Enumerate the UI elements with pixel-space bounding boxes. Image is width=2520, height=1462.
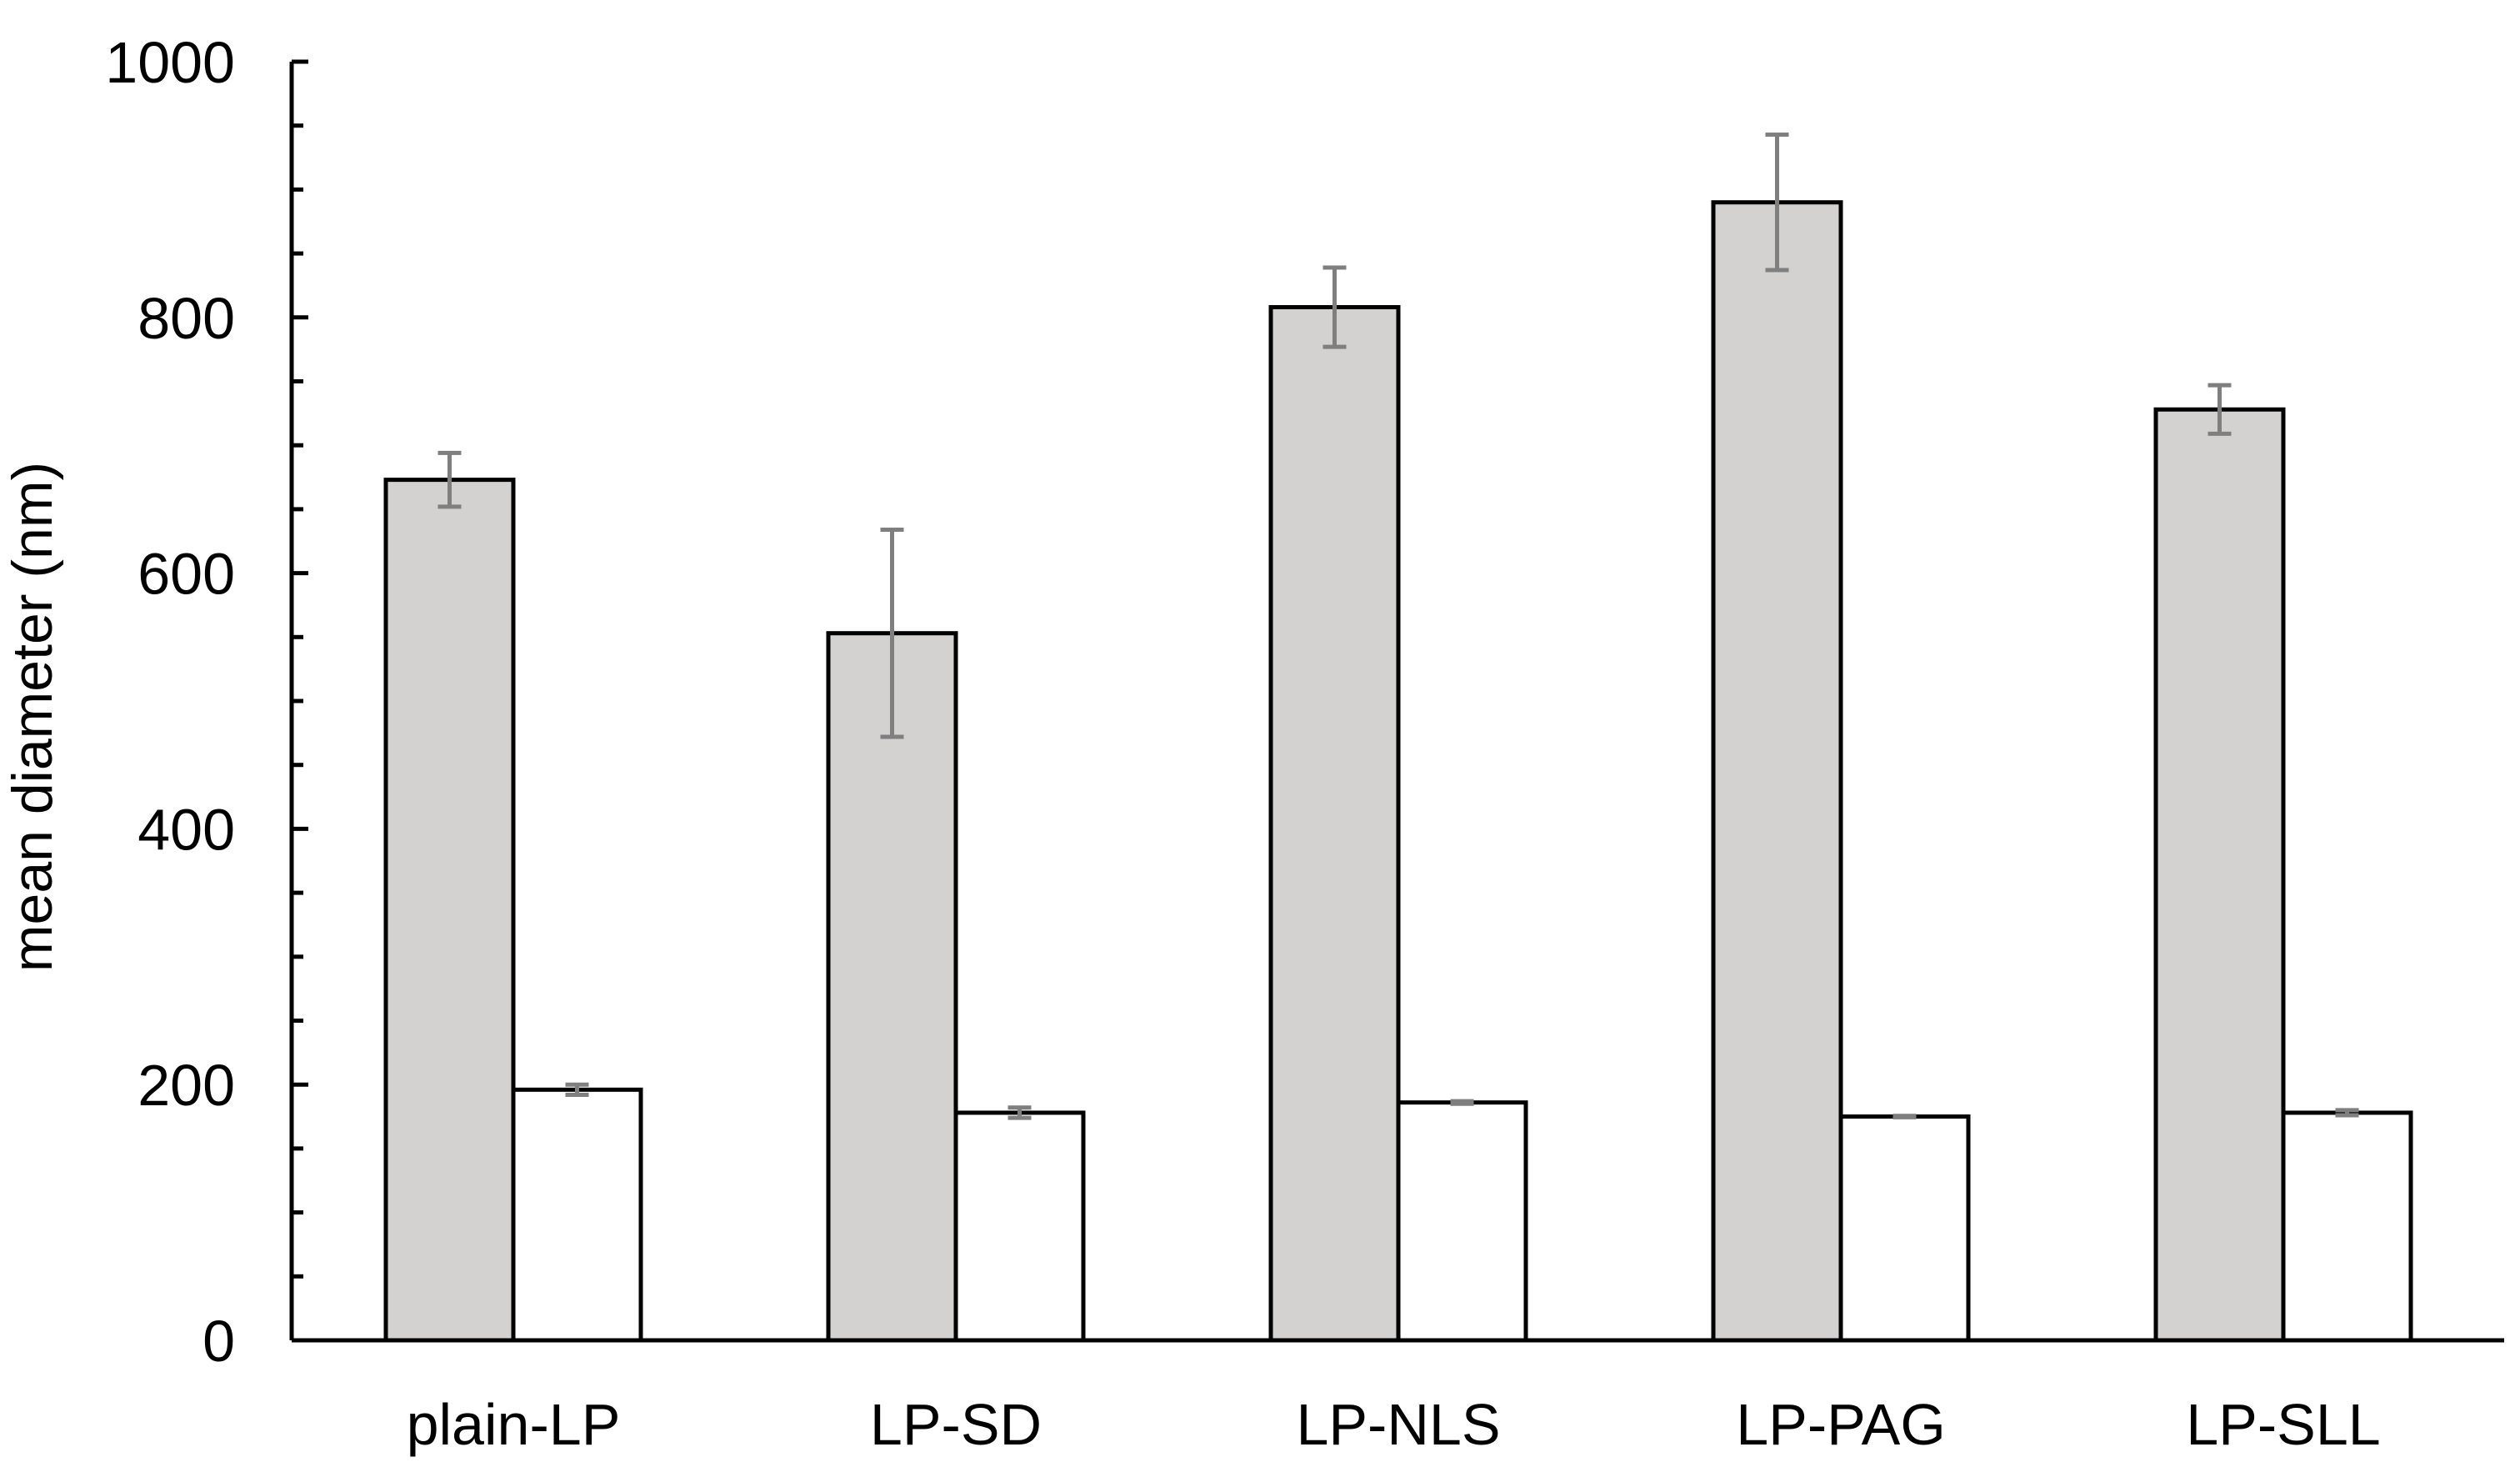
error-bar-series1-lp-sd (880, 527, 904, 739)
x-category-label: LP-NLS (1296, 1392, 1500, 1457)
error-bar-series1-lp-nls (1322, 265, 1347, 349)
y-tick-label: 600 (138, 542, 235, 607)
bar-series2-lp-sll (2281, 1110, 2413, 1343)
y-tick-label: 400 (138, 797, 235, 862)
bar-series2-lp-nls (1396, 1100, 1528, 1343)
y-tick-label: 200 (138, 1053, 235, 1118)
error-bar-series2-lp-pag (1892, 1114, 1917, 1119)
error-bar-series1-lp-sll (2208, 383, 2232, 436)
axes-layer (289, 59, 2504, 1343)
bar-series2-lp-sd (953, 1110, 1086, 1343)
bar-series2-plain-lp (511, 1087, 643, 1343)
bar-series1-lp-pag (1711, 200, 1843, 1343)
bar-series1-lp-sll (2153, 407, 2286, 1343)
bar-series1-lp-sd (826, 631, 958, 1343)
bars-layer (383, 200, 2413, 1343)
error-bar-series2-lp-sll (2335, 1108, 2359, 1118)
x-category-label: LP-SD (870, 1392, 1042, 1457)
y-tick-label: 800 (138, 286, 235, 351)
bar-series1-plain-lp (383, 478, 516, 1343)
y-axis-title: mean diameter (nm) (1, 462, 64, 972)
error-bar-series2-lp-sd (1008, 1105, 1032, 1120)
error-bar-series1-lp-pag (1765, 132, 1789, 273)
error-bars-layer (438, 132, 2359, 1120)
y-tick-label: 0 (202, 1309, 235, 1374)
bar-series1-lp-nls (1268, 305, 1401, 1343)
error-bar-series2-lp-nls (1450, 1099, 1474, 1106)
x-category-label: LP-PAG (1736, 1392, 1946, 1457)
x-category-label: LP-SLL (2186, 1392, 2380, 1457)
labels-layer: 0 200 400 600 800 1000 plain-LP LP-SD LP-NLS LP-P… (105, 30, 2380, 1457)
bar-series2-lp-pag (1838, 1114, 1971, 1343)
error-bar-series1-plain-lp (438, 450, 462, 509)
x-category-label: plain-LP (407, 1392, 621, 1457)
error-bar-series2-plain-lp (565, 1082, 589, 1097)
y-tick-label: 1000 (105, 30, 235, 95)
